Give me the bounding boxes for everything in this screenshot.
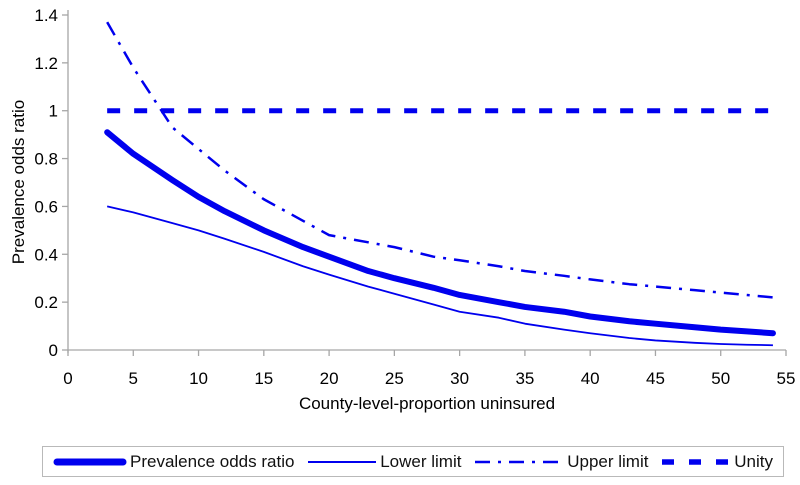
legend-item-prevalence-odds-ratio: Prevalence odds ratio — [53, 452, 294, 472]
legend-sample-thick-dash-line — [662, 458, 731, 465]
y-tick-label: 0.8 — [34, 150, 58, 169]
prevalence-odds-ratio-line — [104, 129, 776, 337]
legend-label-unity: Unity — [734, 451, 773, 471]
legend-label-prevalence-odds-ratio: Prevalence odds ratio — [130, 451, 295, 471]
legend-item-upper-limit: Upper limit — [474, 452, 648, 472]
x-tick-label: 50 — [711, 369, 730, 388]
plot-area: 0 0.2 0.4 0.6 0.8 1 1.2 1.4 0 5 10 15 20 25 30 35 40 45 50… — [9, 6, 796, 413]
legend-sample-thick-line — [53, 458, 127, 465]
y-tick-label: 0.4 — [34, 245, 58, 264]
legend-item-unity: Unity — [661, 452, 773, 472]
x-tick-label: 35 — [515, 369, 534, 388]
legend-sample-thin-line — [308, 460, 377, 463]
legend-item-lower-limit: Lower limit — [307, 452, 461, 472]
legend: Prevalence odds ratio Lower limit Upper … — [42, 446, 784, 477]
x-tick-label: 10 — [189, 369, 208, 388]
legend-sample-dash-dot-line — [475, 460, 564, 463]
lower-limit-line — [106, 205, 773, 347]
x-tick-label: 40 — [581, 369, 600, 388]
x-tick-label: 55 — [777, 369, 796, 388]
y-tick-label: 1 — [49, 102, 58, 121]
y-tick-label: 1.4 — [34, 6, 58, 25]
y-tick-label: 1.2 — [34, 54, 58, 73]
x-tick-label: 30 — [450, 369, 469, 388]
y-tick-label: 0.2 — [34, 293, 58, 312]
x-tick-label: 0 — [63, 369, 72, 388]
x-tick-label: 45 — [646, 369, 665, 388]
x-tick-label: 5 — [129, 369, 138, 388]
x-tick-label: 20 — [320, 369, 339, 388]
legend-label-lower-limit: Lower limit — [380, 451, 462, 471]
x-axis-title: County-level-proportion uninsured — [299, 394, 555, 413]
legend-label-upper-limit: Upper limit — [567, 451, 649, 471]
x-tick-label: 15 — [254, 369, 273, 388]
y-tick-label: 0.6 — [34, 197, 58, 216]
upper-limit-line — [106, 21, 774, 299]
y-tick-label: 0 — [49, 341, 58, 360]
y-axis-title: Prevalence odds ratio — [9, 100, 28, 264]
x-tick-label: 25 — [385, 369, 404, 388]
